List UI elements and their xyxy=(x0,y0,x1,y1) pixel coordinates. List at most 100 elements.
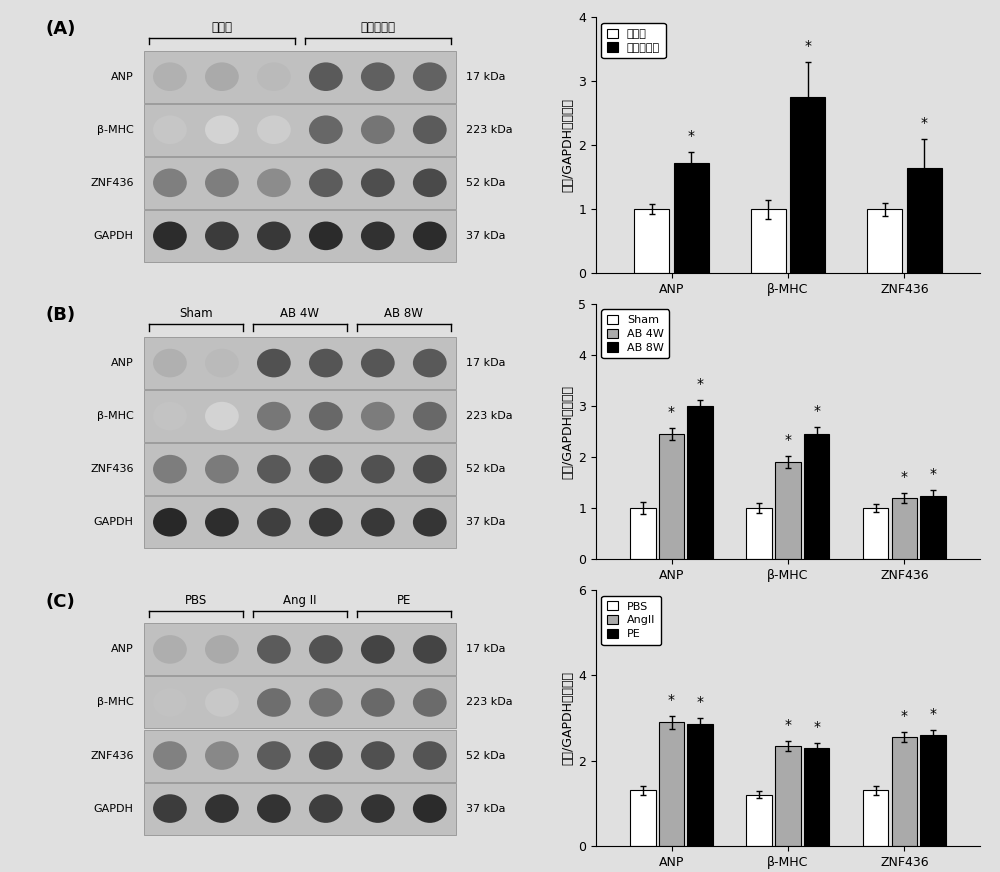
Ellipse shape xyxy=(257,221,291,250)
Ellipse shape xyxy=(257,168,291,197)
Bar xyxy=(920,735,946,846)
Text: ZNF436: ZNF436 xyxy=(90,178,134,187)
Ellipse shape xyxy=(153,688,187,717)
Ellipse shape xyxy=(257,741,291,770)
Text: ZNF436: ZNF436 xyxy=(90,464,134,474)
Ellipse shape xyxy=(361,221,395,250)
Ellipse shape xyxy=(413,688,447,717)
Ellipse shape xyxy=(413,63,447,91)
Text: GAPDH: GAPDH xyxy=(94,804,134,814)
Ellipse shape xyxy=(205,402,239,431)
Ellipse shape xyxy=(413,455,447,483)
Bar xyxy=(687,406,713,560)
Ellipse shape xyxy=(361,168,395,197)
Ellipse shape xyxy=(205,688,239,717)
Text: *: * xyxy=(813,719,820,733)
Ellipse shape xyxy=(361,115,395,144)
Bar xyxy=(144,337,456,389)
Ellipse shape xyxy=(309,115,343,144)
Ellipse shape xyxy=(257,455,291,483)
Text: β-MHC: β-MHC xyxy=(97,698,134,707)
Text: GAPDH: GAPDH xyxy=(94,231,134,241)
Ellipse shape xyxy=(153,455,187,483)
Text: *: * xyxy=(697,377,704,391)
Y-axis label: 蛋白/GAPDH（倍数）: 蛋白/GAPDH（倍数） xyxy=(561,99,574,193)
Ellipse shape xyxy=(153,221,187,250)
Ellipse shape xyxy=(153,349,187,378)
Bar xyxy=(144,104,456,156)
Text: *: * xyxy=(688,129,695,143)
Ellipse shape xyxy=(257,635,291,664)
Bar xyxy=(144,496,456,548)
Ellipse shape xyxy=(413,115,447,144)
Text: 52 kDa: 52 kDa xyxy=(466,464,506,474)
Bar xyxy=(746,508,772,560)
Ellipse shape xyxy=(361,794,395,823)
Ellipse shape xyxy=(413,221,447,250)
Text: Ang II: Ang II xyxy=(283,594,317,607)
Ellipse shape xyxy=(257,115,291,144)
Text: 17 kDa: 17 kDa xyxy=(466,644,506,654)
Ellipse shape xyxy=(413,741,447,770)
Ellipse shape xyxy=(205,508,239,536)
Bar xyxy=(920,495,946,560)
Ellipse shape xyxy=(413,349,447,378)
Ellipse shape xyxy=(309,741,343,770)
Ellipse shape xyxy=(257,63,291,91)
Ellipse shape xyxy=(205,221,239,250)
Text: AB 8W: AB 8W xyxy=(384,308,423,320)
Text: *: * xyxy=(930,467,937,481)
Text: *: * xyxy=(813,404,820,418)
Bar xyxy=(144,782,456,835)
Ellipse shape xyxy=(413,508,447,536)
Ellipse shape xyxy=(205,115,239,144)
Text: Sham: Sham xyxy=(179,308,213,320)
Ellipse shape xyxy=(153,402,187,431)
Text: (B): (B) xyxy=(45,306,75,324)
Text: 17 kDa: 17 kDa xyxy=(466,72,506,82)
Bar xyxy=(790,98,825,273)
Ellipse shape xyxy=(257,794,291,823)
Text: *: * xyxy=(901,709,908,723)
Ellipse shape xyxy=(205,741,239,770)
Bar xyxy=(804,748,829,846)
Legend: PBS, AngII, PE: PBS, AngII, PE xyxy=(601,596,661,644)
Ellipse shape xyxy=(413,794,447,823)
Text: *: * xyxy=(784,433,791,447)
Text: AB 4W: AB 4W xyxy=(280,308,319,320)
Bar xyxy=(144,730,456,781)
Bar xyxy=(144,677,456,728)
Text: 17 kDa: 17 kDa xyxy=(466,358,506,368)
Text: 37 kDa: 37 kDa xyxy=(466,804,506,814)
Ellipse shape xyxy=(309,63,343,91)
Bar xyxy=(892,737,917,846)
Ellipse shape xyxy=(361,349,395,378)
Ellipse shape xyxy=(309,635,343,664)
Bar xyxy=(907,167,942,273)
Text: 52 kDa: 52 kDa xyxy=(466,751,506,760)
Ellipse shape xyxy=(309,402,343,431)
Ellipse shape xyxy=(153,508,187,536)
Text: 37 kDa: 37 kDa xyxy=(466,231,506,241)
Text: *: * xyxy=(668,405,675,419)
Text: *: * xyxy=(697,695,704,709)
Ellipse shape xyxy=(153,741,187,770)
Text: ANP: ANP xyxy=(111,644,134,654)
Text: 扩心病患者: 扩心病患者 xyxy=(360,21,395,34)
Text: 223 kDa: 223 kDa xyxy=(466,411,513,421)
Ellipse shape xyxy=(309,688,343,717)
Bar xyxy=(751,209,786,273)
Ellipse shape xyxy=(153,115,187,144)
Text: (A): (A) xyxy=(45,20,76,38)
Text: ANP: ANP xyxy=(111,72,134,82)
Text: ZNF436: ZNF436 xyxy=(90,751,134,760)
Text: *: * xyxy=(901,470,908,484)
Text: GAPDH: GAPDH xyxy=(94,517,134,528)
Text: (C): (C) xyxy=(45,593,75,610)
Bar xyxy=(659,722,684,846)
Legend: Sham, AB 4W, AB 8W: Sham, AB 4W, AB 8W xyxy=(601,310,669,358)
Bar xyxy=(144,390,456,442)
Ellipse shape xyxy=(205,168,239,197)
Ellipse shape xyxy=(205,455,239,483)
Bar xyxy=(630,790,656,846)
